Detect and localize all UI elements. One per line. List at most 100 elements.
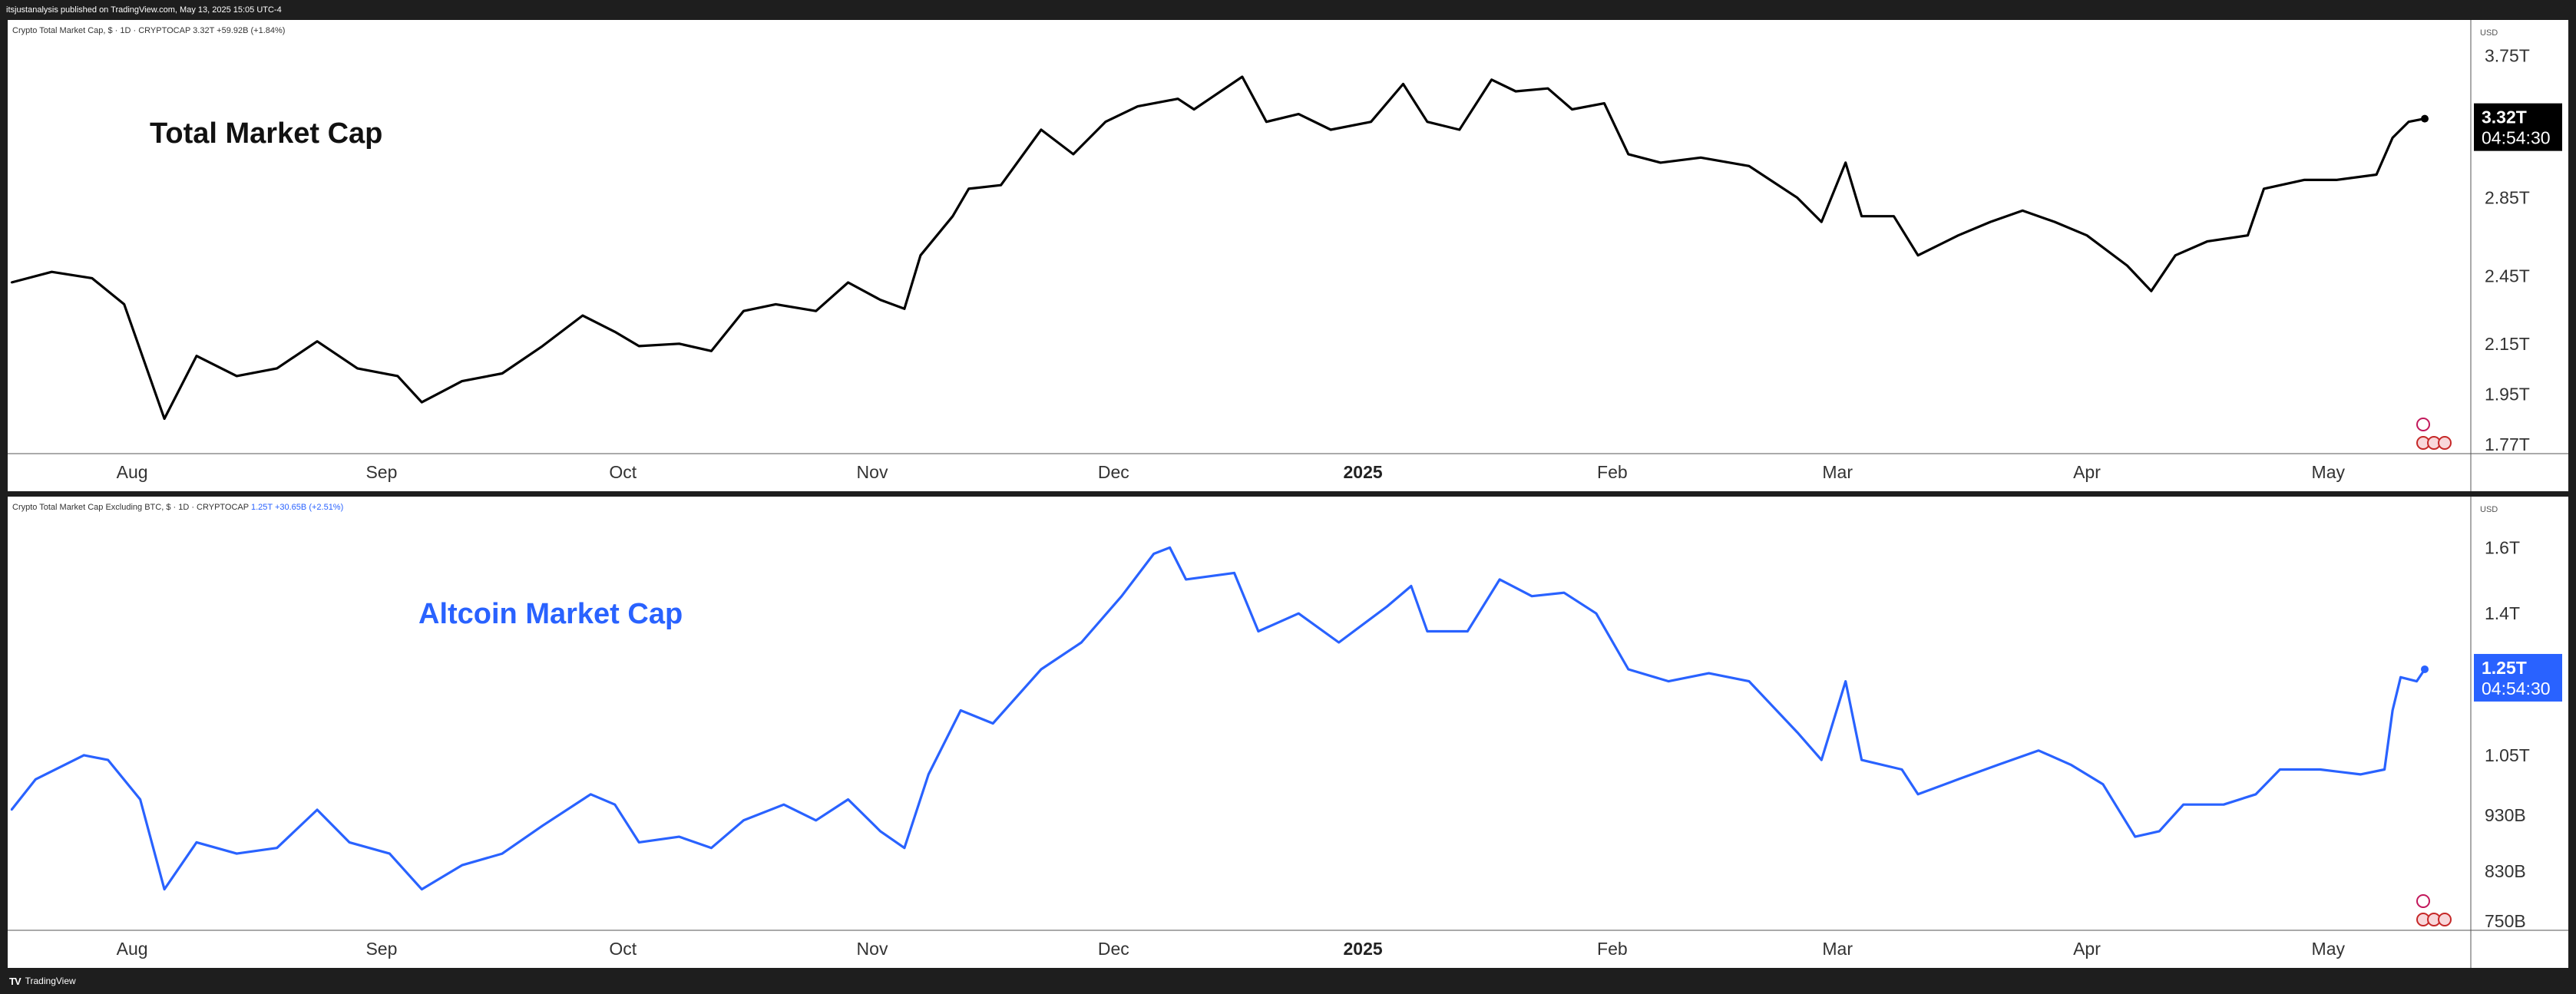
data-point bbox=[83, 754, 85, 757]
data-point bbox=[710, 350, 713, 352]
pane-divider[interactable] bbox=[8, 491, 2568, 497]
x-tick-label: Nov bbox=[857, 939, 888, 959]
data-point bbox=[1233, 572, 1235, 574]
data-point bbox=[613, 804, 616, 806]
data-point bbox=[742, 819, 745, 821]
currency-label: USD bbox=[2480, 28, 2498, 38]
y-tick-label: 1.6T bbox=[2485, 537, 2520, 557]
data-point bbox=[316, 808, 319, 811]
economic-events-icon[interactable] bbox=[2416, 418, 2452, 450]
total-market-cap-pane[interactable]: Crypto Total Market Cap, $ · 1D · CRYPTO… bbox=[8, 20, 2568, 491]
y-tick-label: 1.4T bbox=[2485, 603, 2520, 623]
altcoin-market-cap-pane[interactable]: Crypto Total Market Cap Excluding BTC, $… bbox=[8, 497, 2568, 968]
data-point bbox=[163, 418, 166, 420]
total-market-cap-chart[interactable]: Crypto Total Market Cap, $ · 1D · CRYPTO… bbox=[8, 20, 2568, 491]
data-point bbox=[1080, 641, 1083, 644]
x-tick-label: Oct bbox=[609, 462, 637, 482]
data-point bbox=[1562, 592, 1566, 594]
data-point bbox=[541, 345, 544, 348]
data-point bbox=[1241, 75, 1244, 78]
data-point bbox=[1603, 102, 1605, 104]
data-point bbox=[1708, 672, 1710, 675]
data-point bbox=[1298, 113, 1300, 115]
data-point bbox=[2407, 121, 2410, 123]
footer-bar: TV TradingView bbox=[0, 969, 2576, 994]
last-price-marker bbox=[2421, 114, 2429, 123]
data-point bbox=[421, 888, 423, 890]
data-point bbox=[1169, 547, 1171, 549]
data-point bbox=[1499, 578, 1501, 581]
currency-label: USD bbox=[2480, 505, 2498, 514]
data-point bbox=[2053, 220, 2056, 223]
series-legend[interactable]: Crypto Total Market Cap, $ · 1D · CRYPTO… bbox=[12, 26, 285, 35]
data-point bbox=[195, 355, 198, 357]
data-point bbox=[1426, 630, 1429, 632]
data-point bbox=[1796, 731, 1798, 734]
y-tick-label: 1.77T bbox=[2485, 434, 2530, 454]
x-tick-label: 2025 bbox=[1343, 939, 1382, 959]
data-point bbox=[2101, 783, 2105, 785]
data-point bbox=[1104, 121, 1107, 123]
data-point bbox=[1386, 605, 1388, 608]
data-point bbox=[1571, 108, 1573, 111]
data-point bbox=[1530, 595, 1533, 597]
y-tick-label: 2.45T bbox=[2485, 266, 2530, 286]
x-tick-label: May bbox=[2312, 462, 2346, 482]
data-point bbox=[1748, 165, 1751, 167]
data-point bbox=[316, 340, 319, 342]
data-point bbox=[276, 367, 278, 370]
data-point bbox=[1595, 613, 1598, 615]
data-point bbox=[348, 841, 351, 844]
footer-brand[interactable]: TradingView bbox=[25, 976, 76, 986]
data-point bbox=[2085, 234, 2088, 236]
data-point bbox=[1900, 768, 1903, 771]
y-tick-label: 3.75T bbox=[2485, 45, 2530, 65]
data-point bbox=[1997, 764, 1999, 766]
data-point bbox=[1370, 121, 1372, 123]
badge-countdown: 04:54:30 bbox=[2482, 128, 2551, 148]
series-line bbox=[11, 75, 2426, 421]
event-flag-icon[interactable] bbox=[2416, 894, 2430, 908]
data-point bbox=[541, 824, 544, 827]
data-point bbox=[847, 798, 849, 801]
economic-events-icon[interactable] bbox=[2416, 894, 2452, 926]
data-point bbox=[1458, 128, 1461, 131]
x-tick-label: Nov bbox=[857, 462, 888, 482]
data-point bbox=[1796, 196, 1798, 199]
data-point bbox=[2359, 773, 2362, 776]
data-point bbox=[1844, 161, 1847, 164]
data-point bbox=[356, 367, 359, 370]
us-flag-icon[interactable] bbox=[2438, 913, 2452, 926]
data-point bbox=[2416, 680, 2418, 682]
data-point bbox=[2247, 234, 2249, 236]
data-point bbox=[1860, 215, 1863, 217]
data-point bbox=[1989, 220, 1992, 223]
data-point bbox=[1040, 668, 1043, 671]
event-flag-icon[interactable] bbox=[2416, 418, 2430, 431]
x-tick-label: Aug bbox=[117, 939, 148, 959]
series-legend[interactable]: Crypto Total Market Cap Excluding BTC, $… bbox=[12, 503, 343, 512]
data-point bbox=[421, 401, 423, 404]
data-point bbox=[2303, 179, 2305, 181]
altcoin-market-cap-chart[interactable]: Crypto Total Market Cap Excluding BTC, $… bbox=[8, 497, 2568, 968]
data-point bbox=[2383, 768, 2386, 771]
data-point bbox=[91, 277, 94, 279]
data-point bbox=[960, 709, 962, 712]
x-tick-label: Dec bbox=[1098, 939, 1129, 959]
data-point bbox=[1176, 97, 1179, 100]
data-point bbox=[10, 281, 13, 284]
data-point bbox=[35, 778, 37, 781]
data-point bbox=[879, 830, 881, 833]
us-flag-icon[interactable] bbox=[2438, 436, 2452, 450]
data-point bbox=[461, 864, 463, 867]
data-point bbox=[1152, 553, 1155, 555]
legend-symbol-name: Crypto Total Market Cap, $ · 1D · CRYPTO… bbox=[12, 26, 193, 35]
tradingview-logo-icon[interactable]: TV bbox=[9, 976, 21, 987]
data-point bbox=[2254, 793, 2257, 795]
data-point bbox=[1514, 90, 1517, 93]
legend-symbol-name: Crypto Total Market Cap Excluding BTC, $… bbox=[12, 503, 251, 512]
x-tick-label: 2025 bbox=[1343, 462, 1382, 482]
y-tick-label: 750B bbox=[2485, 911, 2526, 931]
data-point bbox=[1467, 630, 1469, 632]
